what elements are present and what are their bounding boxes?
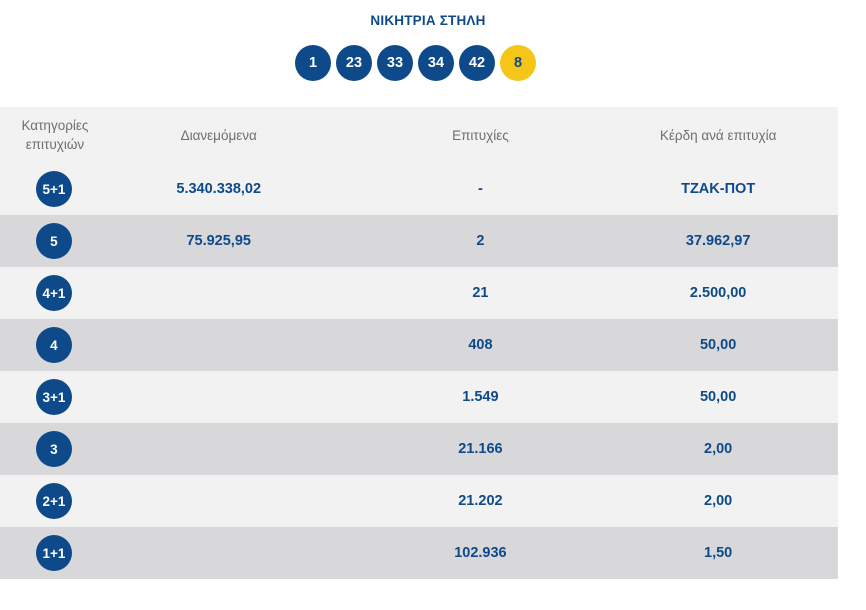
winning-number-ball: 34 [418, 45, 454, 81]
prize-amount: 2,00 [704, 441, 733, 457]
header-prize: Κέρδη ανά επιτυχία [659, 127, 777, 143]
winners-count: - [478, 181, 483, 197]
header-distributed: Διανεμόμενα [180, 127, 257, 143]
category-badge: 4 [35, 327, 72, 363]
table-row: 4 408 50,00 [0, 319, 838, 371]
table-row: 5+1 5.340.338,02 - ΤΖΑΚ-ΠΟΤ [0, 163, 838, 215]
winners-count: 2 [476, 233, 485, 249]
header-category-line2: επιτυχιών [25, 137, 85, 152]
header-category-line1: Κατηγορίες [21, 118, 89, 133]
category-badge: 2+1 [35, 483, 72, 519]
prize-amount: 50,00 [699, 337, 737, 353]
table-row: 4+1 21 2.500,00 [0, 267, 838, 319]
bonus-number-ball: 8 [500, 45, 536, 81]
category-badge: 1+1 [35, 535, 72, 571]
winners-count: 102.936 [454, 545, 507, 561]
category-badge: 4+1 [35, 275, 72, 311]
header-category: Κατηγορίες επιτυχιών [0, 116, 110, 154]
category-badge: 3+1 [35, 379, 72, 415]
winners-count: 408 [468, 337, 493, 353]
header-winners: Επιτυχίες [452, 127, 509, 143]
winning-number-ball: 33 [377, 45, 413, 81]
table-row: 2+1 21.202 2,00 [0, 475, 838, 527]
table-row: 5 75.925,95 2 37.962,97 [0, 215, 838, 267]
prize-amount: 37.962,97 [685, 233, 751, 249]
prize-table: Κατηγορίες επιτυχιών Διανεμόμενα Επιτυχί… [0, 107, 838, 579]
winning-numbers: 1 23 33 34 42 8 [0, 45, 831, 81]
prize-amount: ΤΖΑΚ-ΠΟΤ [681, 181, 756, 197]
winning-number-ball: 42 [459, 45, 495, 81]
category-badge: 5 [35, 223, 72, 259]
table-row: 3 21.166 2,00 [0, 423, 838, 475]
winning-column-title: ΝΙΚΗΤΡΙΑ ΣΤΗΛΗ [370, 13, 486, 28]
winning-number-ball: 23 [336, 45, 372, 81]
category-badge: 5+1 [35, 171, 72, 207]
table-header-row: Κατηγορίες επιτυχιών Διανεμόμενα Επιτυχί… [0, 107, 838, 163]
winners-count: 1.549 [462, 389, 499, 405]
prize-amount: 50,00 [699, 389, 737, 405]
distributed-amount: 5.340.338,02 [176, 181, 262, 197]
winners-count: 21.202 [458, 493, 503, 509]
prize-amount: 1,50 [704, 545, 733, 561]
distributed-amount: 75.925,95 [186, 233, 251, 249]
winners-count: 21.166 [458, 441, 503, 457]
winning-number-ball: 1 [295, 45, 331, 81]
winners-count: 21 [472, 285, 489, 301]
table-row: 1+1 102.936 1,50 [0, 527, 838, 579]
prize-amount: 2,00 [704, 493, 733, 509]
table-row: 3+1 1.549 50,00 [0, 371, 838, 423]
category-badge: 3 [35, 431, 72, 467]
prize-amount: 2.500,00 [689, 285, 747, 301]
